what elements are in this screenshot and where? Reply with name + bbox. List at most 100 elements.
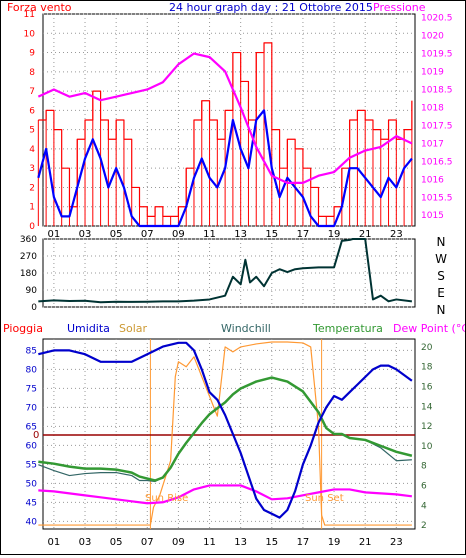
wind-direction-tick-label: 90 xyxy=(26,286,38,296)
compass-label: N xyxy=(437,235,446,249)
pressure-tick-label: 1020 xyxy=(421,32,444,42)
temperature-line xyxy=(38,376,413,482)
wind-speed-tick-label: 3 xyxy=(29,164,35,174)
sunrise-annotation: Sun Rise xyxy=(145,493,188,504)
wind-speed-tick-label: 2 xyxy=(29,183,35,193)
chart-title: 24 hour graph day : 21 Ottobre 2015 xyxy=(169,1,373,14)
x-tick-label: 21 xyxy=(359,229,372,240)
wind-direction-plot-area xyxy=(42,238,416,308)
humidity-tick-label: 85 xyxy=(26,346,37,356)
temperature-tick-label: 6 xyxy=(421,481,427,491)
humidity-line xyxy=(38,341,413,519)
compass-label: S xyxy=(437,269,445,283)
pressure-tick-label: 1020.5 xyxy=(421,14,453,24)
wind-speed-tick-label: 0 xyxy=(29,222,35,232)
wind-pressure-plot-area xyxy=(42,13,416,227)
pressure-tick-label: 1016 xyxy=(421,175,444,185)
wind-speed-tick-label: 4 xyxy=(29,145,35,155)
x-tick-label: 19 xyxy=(328,537,341,548)
x-tick-label: 17 xyxy=(297,229,310,240)
humidity-tick-label: 65 xyxy=(26,422,37,432)
humidity-tick-label: 50 xyxy=(26,479,38,489)
humidity-tick-label: 80 xyxy=(26,365,38,375)
temperature-tick-label: 8 xyxy=(421,462,427,472)
pressure-tick-label: 1017.5 xyxy=(421,121,453,131)
wind-speed-tick-label: 11 xyxy=(24,10,35,20)
legend-humidity: Umidita xyxy=(67,322,110,335)
temperature-tick-label: 12 xyxy=(421,422,432,432)
temperature-tick-label: 14 xyxy=(421,402,433,412)
x-tick-label: 05 xyxy=(110,537,123,548)
x-tick-label: 11 xyxy=(203,229,216,240)
pressure-tick-label: 1018 xyxy=(421,103,444,113)
x-tick-label: 07 xyxy=(141,229,154,240)
compass-label: W xyxy=(435,252,447,266)
wind-direction-tick-label: 270 xyxy=(20,252,37,262)
temperature-tick-label: 4 xyxy=(421,501,427,511)
x-tick-label: 11 xyxy=(203,537,216,548)
humidity-tick-label: 60 xyxy=(26,441,38,451)
x-tick-label: 19 xyxy=(328,229,341,240)
temperature-tick-label: 20 xyxy=(421,343,433,353)
x-tick-label: 03 xyxy=(79,537,92,548)
x-tick-label: 17 xyxy=(297,537,310,548)
wind-direction-line xyxy=(38,238,413,304)
x-tick-label: 09 xyxy=(172,229,185,240)
temperature-tick-label: 18 xyxy=(421,363,433,373)
x-tick-label: 13 xyxy=(234,537,247,548)
humidity-tick-label: 75 xyxy=(26,384,37,394)
temperature-plot-area xyxy=(42,338,416,530)
pressure-axis-title: Pressione xyxy=(373,1,426,14)
x-tick-label: 07 xyxy=(141,537,154,548)
wind-direction-tick-label: 360 xyxy=(20,235,37,245)
wind-speed-tick-label: 9 xyxy=(29,49,35,59)
compass-label: E xyxy=(437,286,445,300)
wind-speed-axis-title: Forza vento xyxy=(7,1,72,14)
compass-label: N xyxy=(437,303,446,317)
wind-speed-tick-label: 7 xyxy=(29,87,35,97)
humidity-tick-label: 70 xyxy=(26,403,38,413)
legend-dewpoint: Dew Point (°C) xyxy=(393,322,465,335)
wind-speed-tick-label: 1 xyxy=(29,203,35,213)
pressure-tick-label: 1018.5 xyxy=(421,85,453,95)
x-tick-label: 01 xyxy=(48,537,61,548)
x-tick-label: 01 xyxy=(48,229,61,240)
rain-axis-title: Pioggia xyxy=(3,322,43,335)
x-tick-label: 21 xyxy=(359,537,372,548)
humidity-tick-label: 55 xyxy=(26,460,37,470)
humidity-tick-label: 40 xyxy=(26,517,38,527)
x-tick-label: 09 xyxy=(172,537,185,548)
pressure-line xyxy=(37,52,413,184)
temperature-tick-label: 2 xyxy=(421,521,427,531)
temperature-tick-label: 16 xyxy=(421,383,433,393)
pressure-tick-label: 1015 xyxy=(421,211,444,221)
x-tick-label: 15 xyxy=(265,229,278,240)
legend-solar: Solar xyxy=(119,322,148,335)
pressure-tick-label: 1019.5 xyxy=(421,50,453,60)
wind-speed-tick-label: 5 xyxy=(29,126,35,136)
rain-zero-tick-label: 0 xyxy=(33,430,39,441)
wind-speed-tick-label: 10 xyxy=(24,29,36,39)
x-tick-label: 23 xyxy=(390,229,403,240)
x-tick-label: 13 xyxy=(234,229,247,240)
wind-speed-tick-label: 6 xyxy=(29,106,35,116)
wind-direction-tick-label: 180 xyxy=(20,269,37,279)
x-tick-label: 05 xyxy=(110,229,123,240)
x-tick-label: 03 xyxy=(79,229,92,240)
humidity-tick-label: 45 xyxy=(26,498,37,508)
legend-windchill: Windchill xyxy=(221,322,271,335)
dewpoint-line xyxy=(38,484,413,505)
wind-direction-tick-label: 0 xyxy=(31,303,37,313)
x-tick-label: 15 xyxy=(265,537,278,548)
pressure-tick-label: 1017 xyxy=(421,139,444,149)
wind-gust-line xyxy=(38,42,413,217)
wind-speed-tick-label: 8 xyxy=(29,68,35,78)
pressure-tick-label: 1015.5 xyxy=(421,193,453,203)
wind-speed-line xyxy=(37,109,413,228)
x-tick-label: 23 xyxy=(390,537,403,548)
